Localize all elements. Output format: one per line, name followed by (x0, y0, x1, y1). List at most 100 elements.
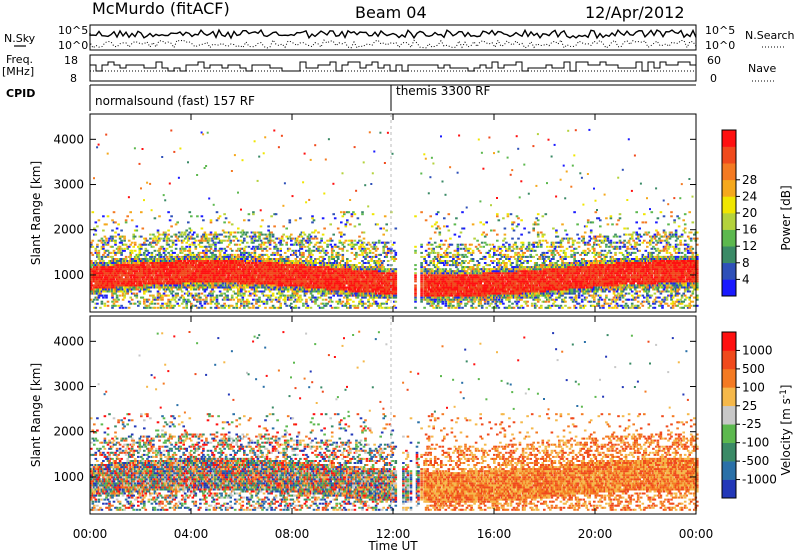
power-cell-3301 (299, 294, 302, 297)
power-cell-1590 (191, 260, 195, 262)
power-cell-593 (127, 260, 131, 262)
power-cell-640 (130, 249, 134, 252)
power-cell-2605 (255, 306, 258, 309)
power-cell-2107 (223, 288, 226, 291)
power-cell-2848 (268, 239, 272, 242)
power-cell-3211 (293, 284, 296, 287)
power-cell-1489 (185, 253, 188, 256)
power-cell-2617 (255, 274, 258, 277)
power-cell-3848 (333, 280, 337, 283)
power-cell-2224 (230, 304, 234, 307)
power-cell-1920 (211, 262, 214, 264)
power-cell-2331 (237, 255, 240, 258)
power-cell-355 (112, 276, 116, 279)
power-cell-2795 (265, 260, 269, 262)
power-cell-1512 (187, 258, 190, 260)
power-cell-523 (123, 274, 126, 277)
power-cell-1544 (188, 237, 192, 240)
power-cell-1021 (156, 264, 160, 267)
power-cell-150 (99, 268, 102, 271)
power-cell-4438 (371, 172, 374, 175)
power-cell-3376 (302, 231, 305, 234)
power-cell-1642 (194, 245, 198, 248)
power-cell-4921 (429, 260, 432, 262)
power-cell-3687 (323, 288, 326, 291)
power-cell-3493 (309, 255, 313, 258)
power-cell-1483 (185, 268, 188, 271)
power-cell-4043 (346, 262, 349, 264)
power-cell-1424 (182, 286, 185, 289)
power-cell-3477 (309, 288, 313, 291)
power-cell-4751 (394, 306, 398, 309)
power-cell-189 (102, 272, 105, 275)
power-cell-3674 (321, 264, 325, 267)
power-cell-3503 (311, 288, 314, 291)
power-cell-656 (132, 264, 135, 267)
power-cell-1453 (183, 272, 187, 275)
power-cell-1531 (188, 272, 192, 275)
power-cell-1856 (208, 280, 211, 283)
power-cell-330 (111, 270, 114, 273)
power-cell-1940 (212, 270, 216, 273)
power-cell-641 (130, 241, 134, 244)
power-cell-207 (103, 288, 107, 291)
power-cell-436 (117, 262, 120, 264)
power-cell-2680 (258, 233, 261, 236)
power-cell-1502 (187, 278, 190, 281)
power-cell-130 (97, 253, 101, 256)
power-cell-2600 (253, 239, 257, 242)
power-cell-4902 (427, 192, 430, 195)
power-cell-3343 (300, 260, 304, 262)
power-cell-410 (115, 270, 119, 273)
power-cell-4881 (427, 302, 431, 305)
power-cell-121 (97, 278, 101, 281)
power-cell-734 (138, 286, 142, 289)
power-cell-1497 (187, 290, 190, 293)
power-cell-1726 (200, 274, 204, 277)
power-cell-515 (123, 294, 126, 297)
power-cell-1717 (200, 306, 204, 309)
power-cell-1409 (180, 264, 184, 267)
power-cell-1566 (190, 260, 193, 262)
power-cell-75 (94, 268, 98, 271)
power-cell-586 (127, 274, 131, 277)
power-cell-3664 (321, 286, 325, 289)
power-cell-4624 (385, 300, 388, 303)
power-cell-1916 (211, 270, 214, 273)
power-cell-533 (123, 247, 126, 250)
power-cell-1888 (209, 274, 213, 277)
power-cell-4325 (364, 249, 367, 252)
power-cell-3957 (341, 300, 345, 303)
power-cell-2337 (237, 191, 239, 194)
power-cell-3815 (330, 247, 334, 250)
power-cell-1262 (171, 290, 175, 293)
power-cell-582 (127, 284, 131, 287)
power-cell-2803 (267, 294, 270, 297)
power-cell-2785 (265, 280, 269, 283)
power-cell-2537 (250, 274, 254, 277)
power-cell-2595 (253, 255, 257, 258)
power-cell-3267 (296, 268, 299, 271)
power-cell-1195 (167, 264, 170, 267)
power-cell-1706 (199, 268, 202, 271)
power-cell-600 (129, 290, 132, 293)
power-cell-846 (144, 247, 148, 250)
power-cell-1689 (197, 253, 201, 256)
power-cell-618 (129, 251, 132, 254)
power-cell-3886 (336, 300, 340, 303)
power-cell-1844 (206, 260, 210, 262)
power-cell-98 (96, 274, 99, 277)
power-cell-3398 (303, 152, 306, 155)
power-cell-318 (111, 294, 114, 297)
power-cell-747 (138, 260, 142, 262)
power-cell-3670 (321, 274, 325, 277)
power-cell-2721 (261, 268, 264, 271)
power-cell-1217 (168, 270, 172, 273)
power-cell-3880 (335, 255, 338, 258)
power-cell-821 (143, 251, 146, 254)
power-cell-1520 (187, 221, 190, 224)
power-cell-3743 (326, 262, 329, 264)
power-cell-1350 (176, 221, 179, 224)
power-cell-887 (147, 266, 151, 269)
power-cell-2942 (274, 258, 278, 260)
